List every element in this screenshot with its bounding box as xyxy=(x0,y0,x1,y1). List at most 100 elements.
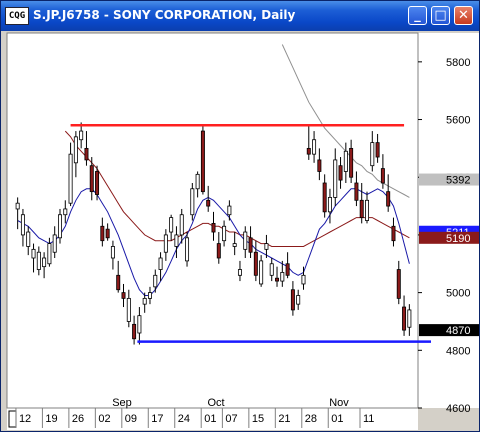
candle xyxy=(380,154,385,189)
candle xyxy=(179,208,184,244)
candle-body-up xyxy=(243,231,248,250)
candle-body-down xyxy=(391,225,396,242)
candle xyxy=(31,243,36,273)
price-marker: 5190 xyxy=(419,231,479,245)
title-bar[interactable]: CQG S.JP.J6758 - SONY CORPORATION, Daily… xyxy=(1,1,479,31)
candle xyxy=(121,283,126,308)
date-tick-label: 15 xyxy=(252,413,264,425)
candle-body-down xyxy=(275,277,280,282)
candle-body-up xyxy=(73,136,78,164)
candle-body-up xyxy=(190,188,195,216)
close-button[interactable]: ✕ xyxy=(454,6,473,25)
candle xyxy=(222,220,227,247)
candle-body-up xyxy=(227,205,232,216)
candle xyxy=(232,232,237,256)
candle xyxy=(42,252,47,279)
month-label: Sep xyxy=(112,397,132,409)
candle-body-up xyxy=(58,214,62,239)
candle xyxy=(370,131,375,172)
candle-body-down xyxy=(206,199,211,207)
date-tick-label: 19 xyxy=(45,413,57,425)
candle-body-up xyxy=(222,225,227,242)
price-marker-label: 4870 xyxy=(446,325,470,337)
price-marker-label: 5392 xyxy=(446,175,470,187)
date-tick-label: 28 xyxy=(305,413,317,425)
date-tick-label: 09 xyxy=(125,413,137,425)
price-marker-box xyxy=(419,231,479,244)
candle xyxy=(343,142,348,183)
candle-body-up xyxy=(232,243,237,247)
candles xyxy=(15,122,412,345)
scroll-handle[interactable] xyxy=(8,410,17,428)
candle xyxy=(89,157,94,201)
candle xyxy=(84,131,89,166)
candle xyxy=(349,139,354,183)
candle-body-up xyxy=(280,272,285,282)
candle xyxy=(359,183,364,224)
candle xyxy=(269,258,274,282)
candle-body-up xyxy=(47,243,52,265)
candle xyxy=(116,260,121,293)
date-tick-label: 12 xyxy=(19,413,31,425)
candle-body-up xyxy=(343,150,348,172)
candle-body-down xyxy=(84,147,89,161)
candle xyxy=(105,223,110,241)
date-tick-label: 24 xyxy=(178,413,190,425)
candle xyxy=(253,240,258,282)
candle xyxy=(396,260,401,305)
candle xyxy=(58,208,62,244)
candle xyxy=(95,165,100,201)
date-tick-label: 02 xyxy=(98,413,110,425)
candlestick-chart[interactable]: 5800560054005200500048004600 12192602091… xyxy=(1,32,479,431)
candle-body-up xyxy=(63,208,68,216)
cqg-app-icon[interactable]: CQG xyxy=(5,7,29,25)
date-axis: 12 19 26 02 09 17 24 01 07 15 21 28 01 11 Sep Oct Nov xyxy=(7,397,418,430)
candle-body-down xyxy=(211,222,216,233)
candle xyxy=(227,200,232,221)
candle-body-down xyxy=(386,191,391,207)
ma-medium-line xyxy=(64,130,410,247)
minimize-button[interactable]: _ xyxy=(408,6,427,25)
candle-body-down xyxy=(402,306,407,331)
candle-body-up xyxy=(269,263,274,276)
candle xyxy=(36,246,41,276)
candle-body-up xyxy=(31,248,36,259)
candle xyxy=(153,269,158,293)
candle-body-up xyxy=(42,257,47,268)
candle xyxy=(402,295,407,336)
candle-body-up xyxy=(79,130,84,141)
candle-body-down xyxy=(89,165,94,193)
maximize-button[interactable]: □ xyxy=(431,6,450,25)
candle xyxy=(243,226,248,258)
candle xyxy=(100,217,105,247)
candle-body-down xyxy=(285,263,290,276)
candle xyxy=(52,226,57,258)
candle-body-down xyxy=(380,168,385,184)
candle xyxy=(20,208,25,247)
candle xyxy=(63,200,68,224)
date-tick-label: 11 xyxy=(363,413,374,425)
candle-body-up xyxy=(407,309,412,328)
price-marker-box xyxy=(419,173,479,186)
candle-body-down xyxy=(290,289,295,311)
candle xyxy=(386,174,391,212)
candle xyxy=(169,214,174,241)
price-marker: 5392 xyxy=(419,173,479,187)
candle-body-up xyxy=(153,274,158,288)
candle-body-down xyxy=(396,269,401,299)
plot-area[interactable] xyxy=(6,32,419,409)
candle xyxy=(275,266,280,287)
candle xyxy=(174,226,179,258)
candle-body-down xyxy=(105,228,110,239)
candle-body-up xyxy=(163,234,168,253)
candle-body-up xyxy=(15,202,20,210)
date-tick-label: 01 xyxy=(204,413,216,425)
candle xyxy=(312,131,317,163)
candle-body-up xyxy=(52,234,57,253)
candle-body-up xyxy=(237,269,242,276)
candle xyxy=(200,125,205,195)
candle-body-down xyxy=(132,323,137,340)
candle xyxy=(132,315,137,345)
date-tick-label: 17 xyxy=(151,413,163,425)
